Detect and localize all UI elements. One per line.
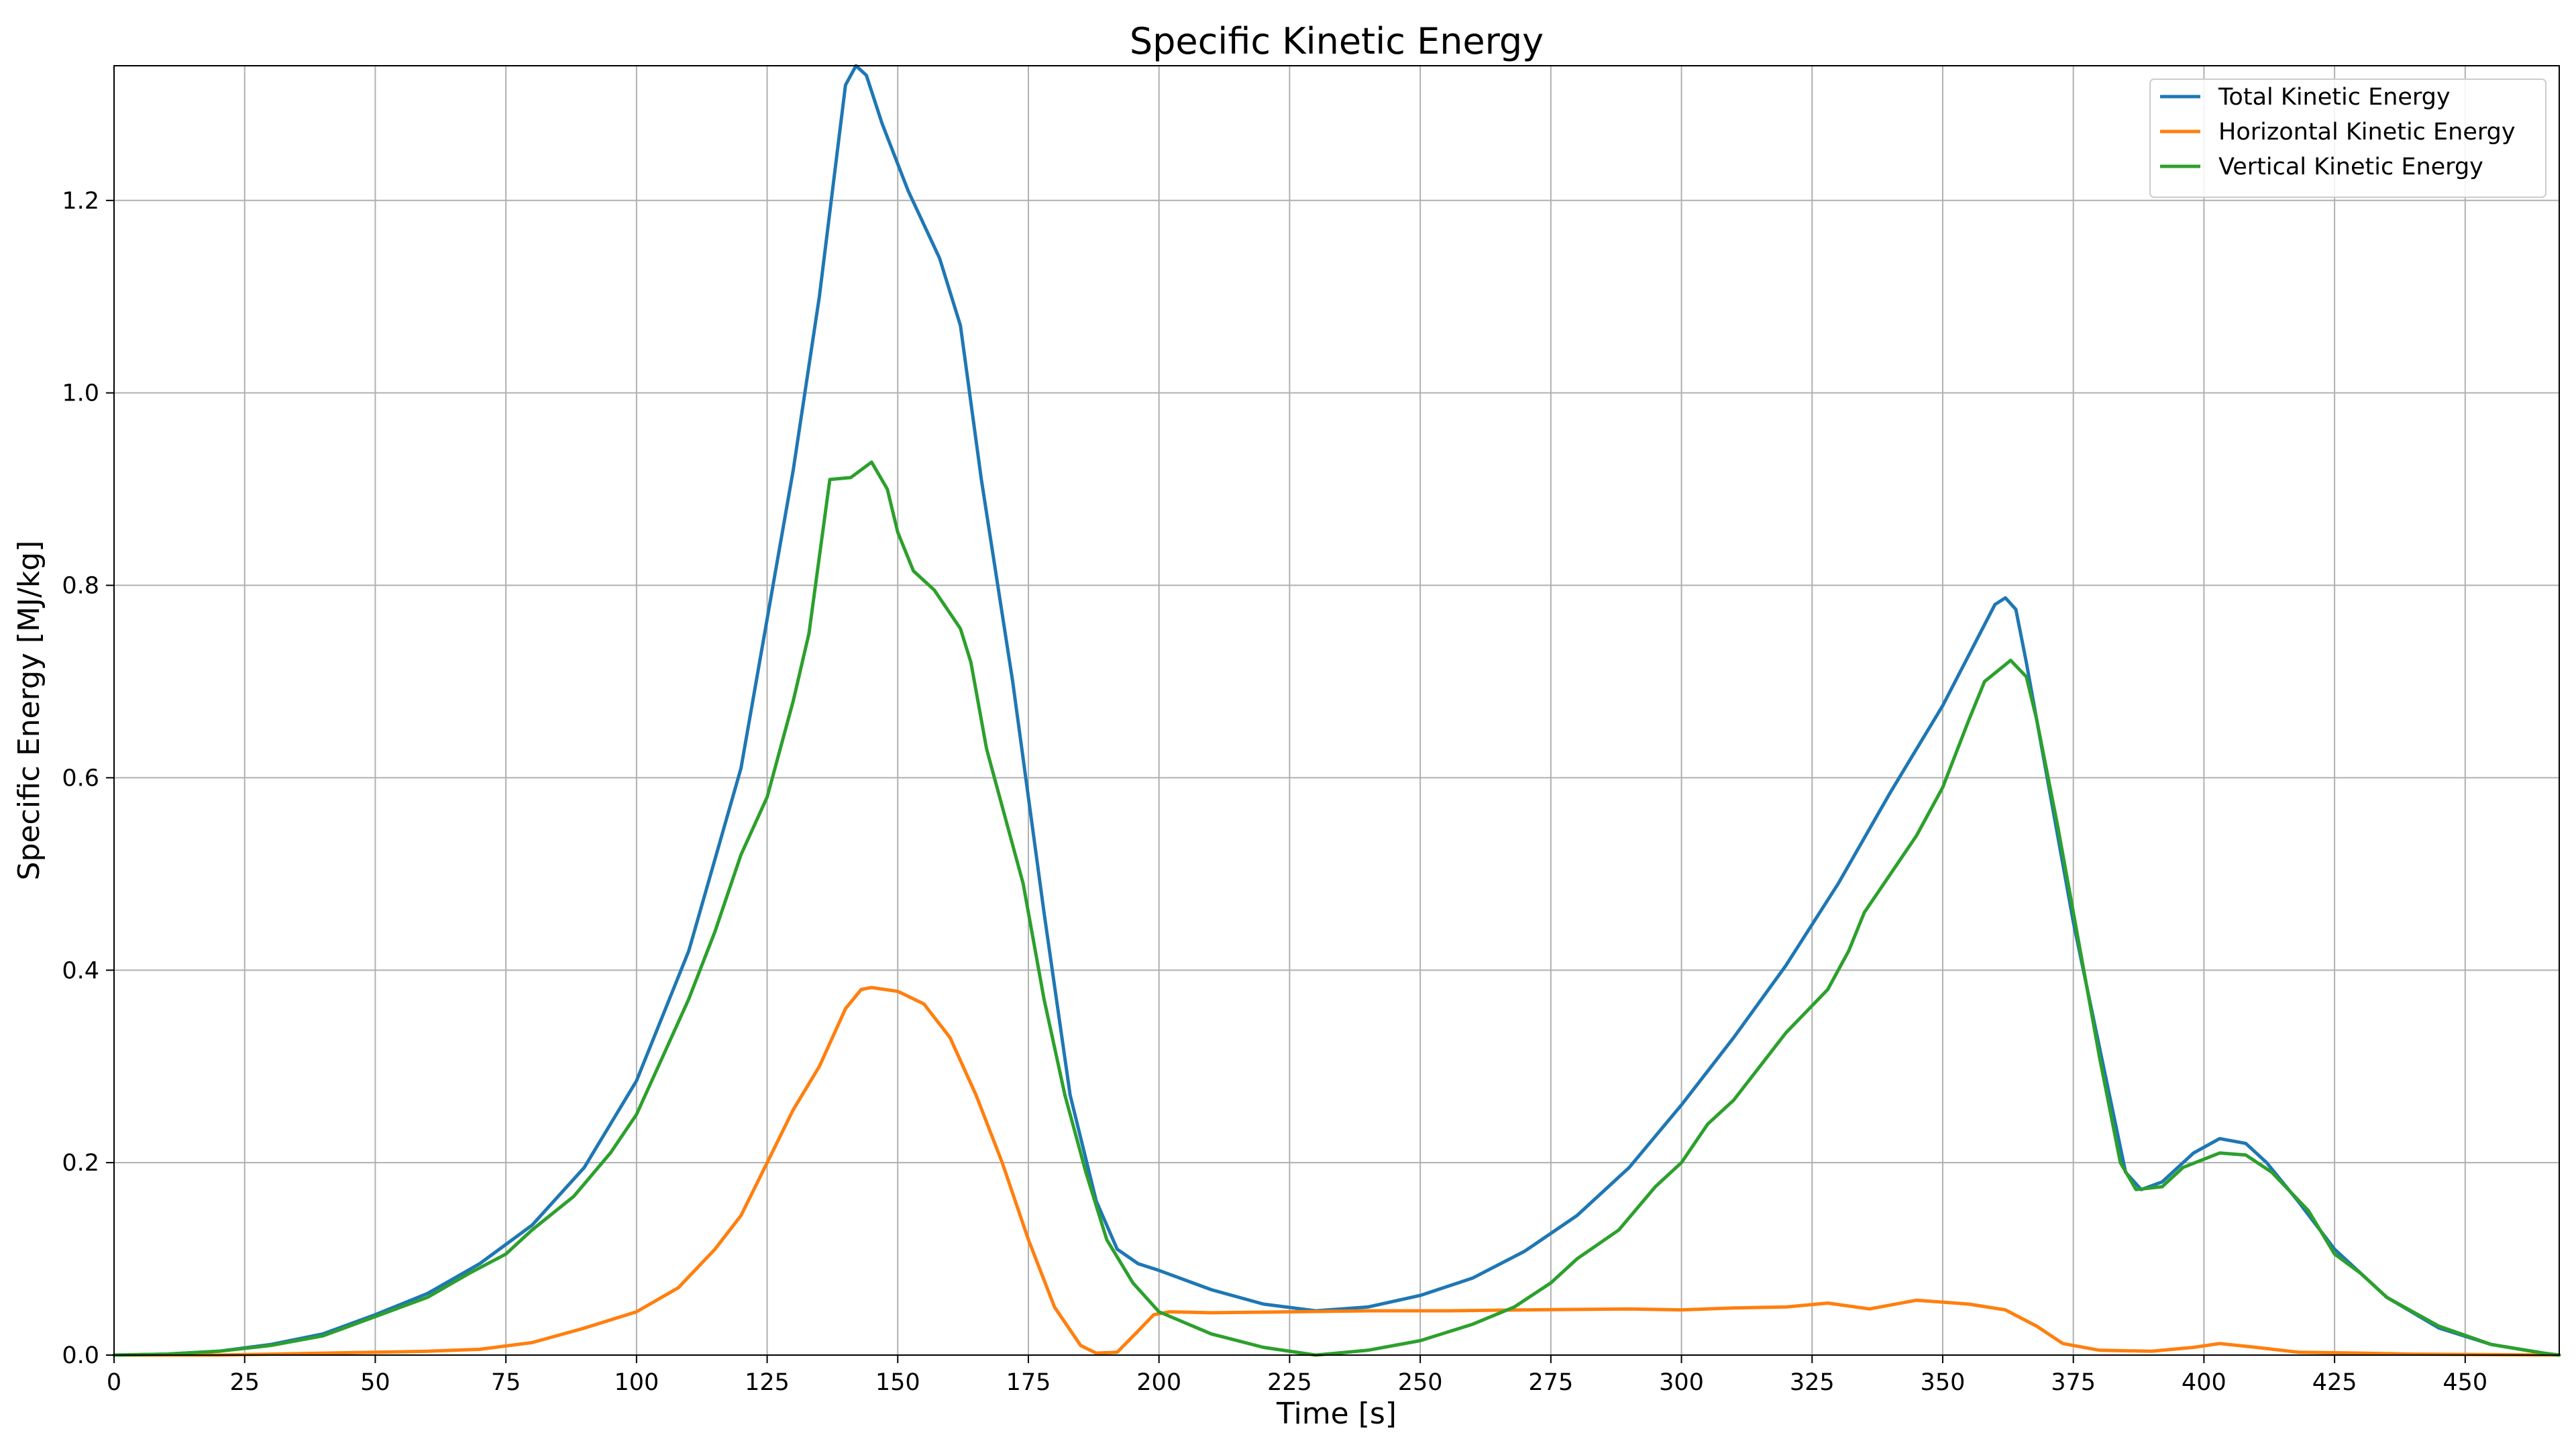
y-tick-label: 0.0 [62, 1342, 99, 1369]
x-tick-label: 250 [1398, 1369, 1443, 1396]
series-line-vertical-kinetic-energy [112, 460, 2561, 1357]
x-tick-label: 325 [1790, 1369, 1835, 1396]
y-tick-label: 0.4 [62, 957, 99, 984]
x-tick-label: 450 [2443, 1369, 2487, 1396]
y-tick-label: 0.2 [62, 1150, 99, 1177]
y-axis-label: Specific Energy [MJ/kg] [12, 541, 46, 881]
grid [113, 66, 2559, 1356]
x-tick-label: 150 [875, 1369, 920, 1396]
x-tick-label: 125 [745, 1369, 790, 1396]
y-tick-label: 0.6 [62, 765, 99, 792]
series-line-horizontal-kinetic-energy [112, 985, 2561, 1357]
x-tick-label: 400 [2182, 1369, 2226, 1396]
legend-label: Total Kinetic Energy [2218, 84, 2451, 111]
x-tick-label: 225 [1267, 1369, 1312, 1396]
series-group [112, 64, 2561, 1357]
x-tick-label: 200 [1136, 1369, 1181, 1396]
x-tick-label: 350 [1921, 1369, 1966, 1396]
x-tick-label: 50 [360, 1369, 390, 1396]
chart-title: Specific Kinetic Energy [1130, 20, 1544, 62]
axis-ticks: 0 25 50 75 100 125 150 175 200 225 250 275 300 325 350… [62, 188, 2487, 1396]
x-axis-label: Time [s] [1276, 1397, 1397, 1431]
series-line-total-kinetic-energy [112, 64, 2561, 1357]
y-tick-label: 1.2 [62, 188, 99, 215]
x-tick-label: 75 [491, 1369, 521, 1396]
legend-label: Horizontal Kinetic Energy [2218, 119, 2516, 146]
legend-box [2149, 78, 2546, 198]
x-tick-label: 300 [1659, 1369, 1704, 1396]
x-tick-label: 25 [229, 1369, 260, 1396]
legend: Total Kinetic Energy Horizontal Kinetic E… [2149, 78, 2546, 198]
x-tick-label: 375 [2051, 1369, 2096, 1396]
x-tick-label: 425 [2312, 1369, 2357, 1396]
y-tick-label: 0.8 [62, 573, 99, 600]
x-tick-label: 175 [1006, 1369, 1051, 1396]
legend-label: Vertical Kinetic Energy [2218, 154, 2483, 180]
x-tick-label: 100 [614, 1369, 659, 1396]
plot-frame [113, 65, 2560, 1356]
x-tick-label: 275 [1528, 1369, 1573, 1396]
x-tick-label: 0 [107, 1369, 121, 1396]
y-tick-label: 1.0 [62, 380, 99, 407]
